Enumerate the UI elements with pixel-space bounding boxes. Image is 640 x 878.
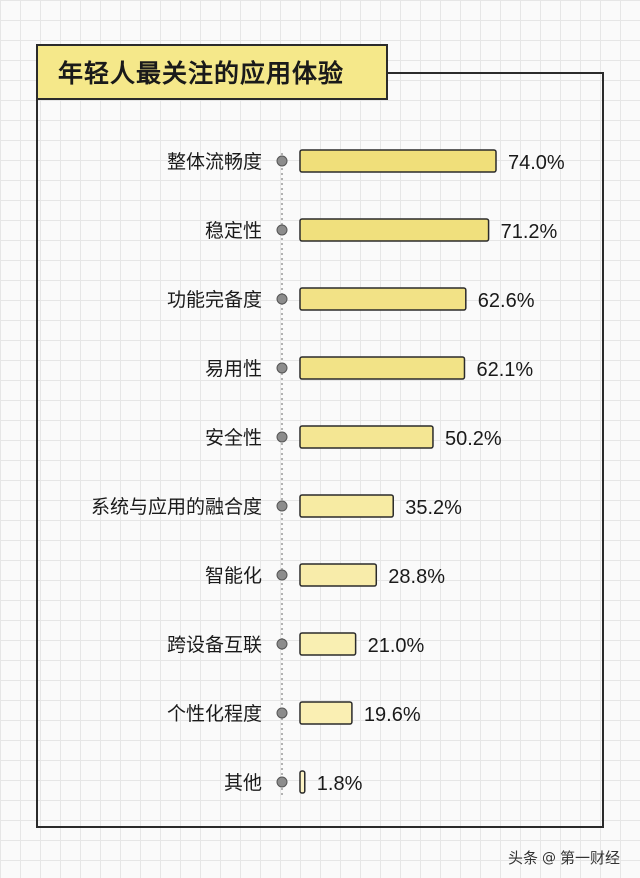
category-label: 安全性 (205, 427, 262, 449)
chart-title: 年轻人最关注的应用体验 (58, 59, 345, 88)
value-label: 28.8% (388, 566, 445, 588)
bar (299, 425, 434, 449)
bar (299, 770, 306, 794)
row-marker-dot (276, 776, 288, 788)
value-label: 74.0% (508, 152, 565, 174)
watermark-name: 第一财经 (559, 849, 620, 867)
value-label: 71.2% (501, 221, 558, 243)
row-marker-dot (276, 500, 288, 512)
bar (299, 149, 497, 173)
row-marker-dot (276, 569, 288, 581)
row-marker-dot (276, 293, 288, 305)
category-label: 跨设备互联 (167, 634, 262, 656)
bar (299, 563, 378, 587)
bar (299, 701, 353, 725)
bar (299, 632, 357, 656)
row-marker-dot (276, 638, 288, 650)
bar (299, 356, 466, 380)
value-label: 19.6% (364, 704, 421, 726)
chart-title-box: 年轻人最关注的应用体验 (36, 44, 388, 100)
category-label: 整体流畅度 (167, 151, 262, 173)
category-label: 个性化程度 (167, 703, 262, 725)
value-label: 35.2% (405, 497, 462, 519)
row-marker-dot (276, 707, 288, 719)
value-label: 62.6% (478, 290, 535, 312)
watermark-prefix: 头条 (507, 849, 538, 867)
bar (299, 494, 394, 518)
category-label: 其他 (224, 772, 262, 794)
value-label: 62.1% (476, 359, 533, 381)
row-marker-dot (276, 362, 288, 374)
row-marker-dot (276, 224, 288, 236)
category-label: 稳定性 (205, 220, 262, 242)
category-label: 易用性 (205, 358, 262, 380)
category-label: 智能化 (205, 565, 262, 587)
row-marker-dot (276, 155, 288, 167)
row-marker-dot (276, 431, 288, 443)
bar (299, 287, 467, 311)
watermark-at: @ (541, 849, 556, 866)
value-label: 1.8% (317, 773, 363, 795)
bar (299, 218, 490, 242)
value-label: 21.0% (368, 635, 425, 657)
watermark: 头条 @ 第一财经 (508, 847, 620, 868)
category-label: 系统与应用的融合度 (91, 496, 262, 518)
category-label: 功能完备度 (167, 289, 262, 311)
value-label: 50.2% (445, 428, 502, 450)
